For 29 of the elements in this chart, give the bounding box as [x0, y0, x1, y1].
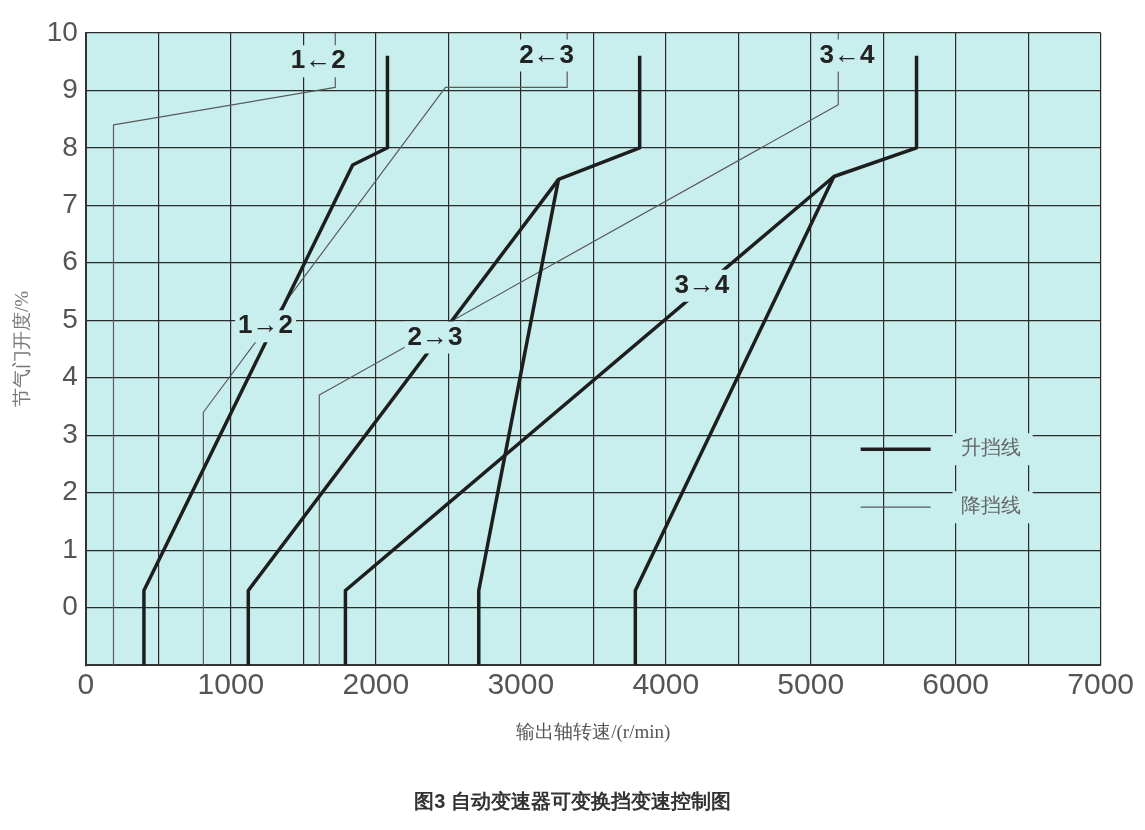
y-tick-label: 1 [62, 532, 78, 564]
y-tick-label: 7 [62, 187, 78, 219]
y-tick-label: 5 [62, 302, 78, 334]
annotation: 2→3 [407, 320, 463, 351]
y-tick-label: 3 [62, 417, 78, 449]
y-tick-label: 10 [46, 15, 78, 47]
x-tick-label: 1000 [197, 667, 265, 701]
y-tick-label: 4 [62, 360, 78, 392]
annotation: 1→2 [238, 309, 293, 340]
y-axis-title: 节气门开度/% [11, 290, 33, 408]
y-tick-label: 9 [62, 73, 78, 105]
legend-label: 升挡线 [960, 436, 1021, 459]
y-tick-label: 6 [62, 245, 78, 277]
y-tick-label: 2 [62, 475, 78, 507]
annotation: 2←3 [519, 38, 575, 69]
x-tick-label: 7000 [1067, 667, 1135, 701]
x-tick-label: 3000 [487, 667, 555, 701]
x-tick-label: 5000 [777, 667, 845, 701]
annotation: 3←4 [819, 38, 875, 69]
annotation: 1←2 [290, 44, 346, 75]
annotation: 3→4 [674, 268, 730, 299]
y-tick-label: 8 [62, 130, 78, 162]
x-tick-label: 6000 [922, 667, 990, 701]
x-tick-label: 2000 [342, 667, 410, 701]
legend-label: 降挡线 [960, 494, 1021, 517]
x-axis-title: 输出轴转速/(r/min) [516, 720, 671, 743]
x-tick-label: 4000 [632, 667, 700, 701]
y-tick-label: 0 [62, 590, 78, 622]
text: 图3 自动变速器可变换挡变速控制图 [413, 789, 732, 814]
